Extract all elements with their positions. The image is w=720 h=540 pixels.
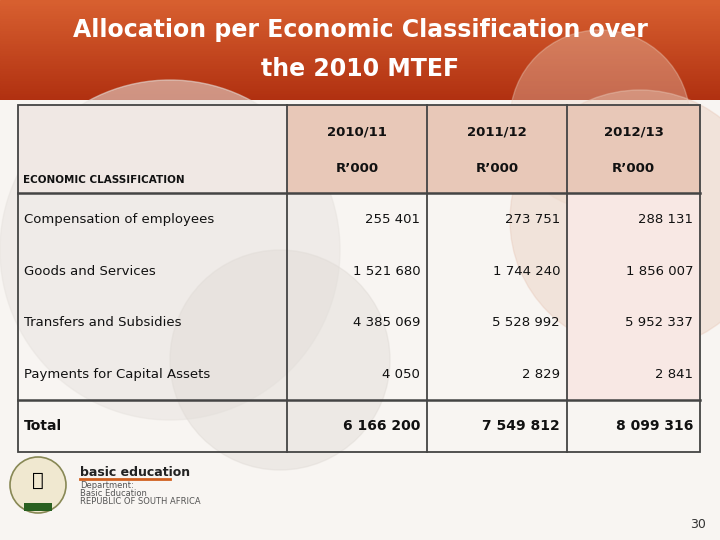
- Bar: [24, 503, 52, 511]
- Bar: [0, 22, 720, 25]
- Bar: [0, 59, 720, 63]
- Bar: [0, 10, 720, 12]
- Text: Compensation of employees: Compensation of employees: [24, 213, 215, 226]
- Text: Total: Total: [24, 419, 62, 433]
- Bar: [18, 105, 287, 193]
- Bar: [0, 62, 720, 65]
- Text: 1 856 007: 1 856 007: [626, 265, 693, 278]
- Bar: [0, 100, 720, 540]
- Bar: [0, 0, 720, 3]
- Bar: [0, 37, 720, 40]
- Bar: [0, 27, 720, 30]
- Text: Department:: Department:: [80, 482, 134, 490]
- Bar: [0, 17, 720, 20]
- Bar: [0, 90, 720, 92]
- Text: Basic Education: Basic Education: [80, 489, 147, 498]
- Text: 4 385 069: 4 385 069: [353, 316, 420, 329]
- Bar: [567, 245, 700, 297]
- Text: 6 166 200: 6 166 200: [343, 419, 420, 433]
- Text: Transfers and Subsidies: Transfers and Subsidies: [24, 316, 181, 329]
- Bar: [0, 19, 720, 23]
- Text: 30: 30: [690, 518, 706, 531]
- Bar: [0, 64, 720, 68]
- Text: basic education: basic education: [80, 465, 190, 478]
- Text: Payments for Capital Assets: Payments for Capital Assets: [24, 368, 210, 381]
- Text: 🦅: 🦅: [32, 470, 44, 489]
- Bar: [0, 57, 720, 60]
- Text: R’000: R’000: [336, 162, 379, 175]
- Bar: [18, 105, 700, 452]
- Bar: [0, 35, 720, 37]
- Text: 2011/12: 2011/12: [467, 125, 527, 138]
- Bar: [0, 4, 720, 8]
- Bar: [0, 42, 720, 45]
- Text: 2 829: 2 829: [522, 368, 560, 381]
- Bar: [0, 55, 720, 57]
- Text: 2 841: 2 841: [655, 368, 693, 381]
- Text: 5 528 992: 5 528 992: [492, 316, 560, 329]
- Text: 7 549 812: 7 549 812: [482, 419, 560, 433]
- Text: R’000: R’000: [475, 162, 518, 175]
- Text: R’000: R’000: [612, 162, 655, 175]
- Bar: [0, 67, 720, 70]
- Text: REPUBLIC OF SOUTH AFRICA: REPUBLIC OF SOUTH AFRICA: [80, 497, 201, 507]
- Bar: [0, 39, 720, 43]
- Bar: [0, 47, 720, 50]
- Bar: [567, 193, 700, 245]
- Text: 255 401: 255 401: [365, 213, 420, 226]
- Text: 5 952 337: 5 952 337: [625, 316, 693, 329]
- Text: 288 131: 288 131: [638, 213, 693, 226]
- Text: 2012/13: 2012/13: [603, 125, 663, 138]
- Bar: [0, 7, 720, 10]
- Text: 4 050: 4 050: [382, 368, 420, 381]
- Text: Goods and Services: Goods and Services: [24, 265, 156, 278]
- Bar: [427, 105, 567, 193]
- Bar: [0, 52, 720, 55]
- Text: 8 099 316: 8 099 316: [616, 419, 693, 433]
- Circle shape: [10, 457, 66, 513]
- Bar: [287, 105, 427, 193]
- Bar: [0, 2, 720, 5]
- Bar: [0, 50, 720, 52]
- Text: 273 751: 273 751: [505, 213, 560, 226]
- Bar: [567, 105, 700, 193]
- Bar: [0, 44, 720, 48]
- Bar: [0, 97, 720, 100]
- Bar: [567, 349, 700, 400]
- Ellipse shape: [0, 80, 340, 420]
- Text: the 2010 MTEF: the 2010 MTEF: [261, 57, 459, 81]
- Ellipse shape: [510, 30, 690, 210]
- Bar: [0, 30, 720, 32]
- Text: 1 521 680: 1 521 680: [353, 265, 420, 278]
- Bar: [0, 87, 720, 90]
- Bar: [0, 15, 720, 17]
- Text: Allocation per Economic Classification over: Allocation per Economic Classification o…: [73, 18, 647, 42]
- Text: 1 744 240: 1 744 240: [492, 265, 560, 278]
- Bar: [0, 32, 720, 35]
- Bar: [567, 297, 700, 349]
- Bar: [0, 84, 720, 87]
- Bar: [0, 72, 720, 75]
- Bar: [0, 12, 720, 15]
- Bar: [0, 79, 720, 83]
- Bar: [0, 94, 720, 98]
- Bar: [0, 70, 720, 72]
- Text: ECONOMIC CLASSIFICATION: ECONOMIC CLASSIFICATION: [23, 176, 184, 185]
- Ellipse shape: [510, 90, 720, 350]
- Bar: [0, 24, 720, 28]
- Bar: [0, 77, 720, 80]
- Ellipse shape: [170, 250, 390, 470]
- Bar: [0, 92, 720, 95]
- Bar: [0, 82, 720, 85]
- Text: 2010/11: 2010/11: [328, 125, 387, 138]
- Bar: [0, 75, 720, 78]
